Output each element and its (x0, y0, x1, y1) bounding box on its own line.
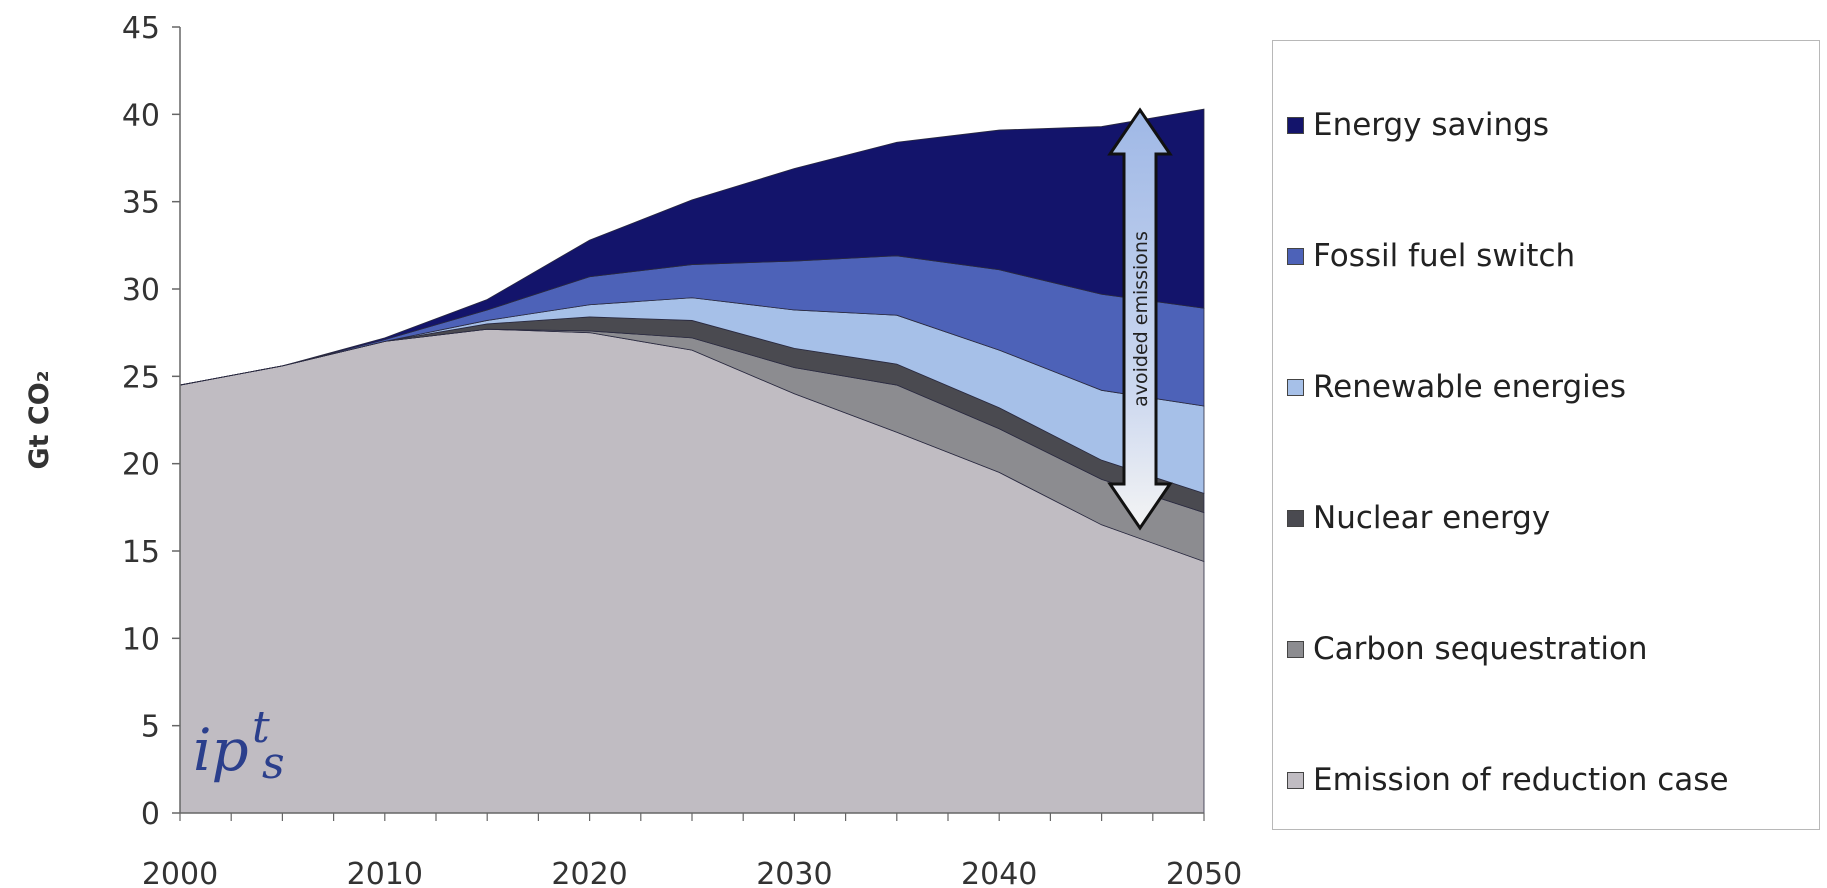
y-tick-label: 45 (122, 11, 160, 46)
legend-label: Nuclear energy (1313, 500, 1551, 536)
legend-swatch (1287, 116, 1304, 134)
legend-label: Energy savings (1313, 107, 1549, 143)
area-energy-savings (179, 108, 1205, 386)
avoided-emissions-arrow (1107, 107, 1173, 531)
x-tick-label: 2010 (347, 857, 423, 888)
y-tick-label: 5 (141, 710, 160, 745)
y-tick-label: 40 (122, 98, 160, 133)
plot-area: 0 5 10 15 20 25 30 35 40 45 2000 2010 2020 2030 2040 20… (24, 11, 1242, 888)
y-tick-label: 30 (122, 273, 160, 308)
legend-swatch (1287, 378, 1304, 396)
y-tick-label: 0 (141, 797, 160, 832)
ipts-logo: ip ts (193, 702, 285, 789)
svg-text:ip: ip (193, 716, 249, 784)
y-axis-label: Gt CO₂ (24, 370, 55, 469)
legend-label: Renewable energies (1313, 369, 1627, 405)
avoided-emissions-label: avoided emissions (1130, 231, 1152, 407)
x-tick-label: 2050 (1166, 857, 1242, 888)
legend-label: Fossil fuel switch (1313, 238, 1576, 274)
legend-label: Emission of reduction case (1313, 762, 1729, 798)
y-tick-label: 10 (122, 622, 160, 657)
legend-swatch (1287, 509, 1304, 527)
y-tick-label: 35 (122, 186, 160, 221)
x-tick-label: 2000 (142, 857, 218, 888)
x-tick-label: 2030 (756, 857, 832, 888)
legend-item: Emission of reduction case (1287, 762, 1729, 798)
legend-item: Energy savings (1287, 107, 1549, 143)
legend: Energy savings Fossil fuel switch Renewabl… (1272, 40, 1820, 830)
legend-item: Renewable energies (1287, 369, 1626, 405)
legend-label: Carbon sequestration (1313, 631, 1648, 667)
legend-swatch (1287, 247, 1304, 265)
x-tick-label: 2040 (961, 857, 1037, 888)
legend-item: Carbon sequestration (1287, 631, 1648, 667)
y-tick-label: 25 (122, 360, 160, 395)
legend-item: Nuclear energy (1287, 500, 1550, 536)
legend-swatch (1287, 640, 1304, 658)
x-tick-label: 2020 (551, 857, 627, 888)
legend-item: Fossil fuel switch (1287, 238, 1575, 274)
y-tick-label: 15 (122, 535, 160, 570)
svg-text:s: s (262, 738, 285, 789)
y-tick-label: 20 (122, 448, 160, 483)
svg-text:t: t (252, 702, 270, 753)
legend-swatch (1287, 771, 1304, 789)
